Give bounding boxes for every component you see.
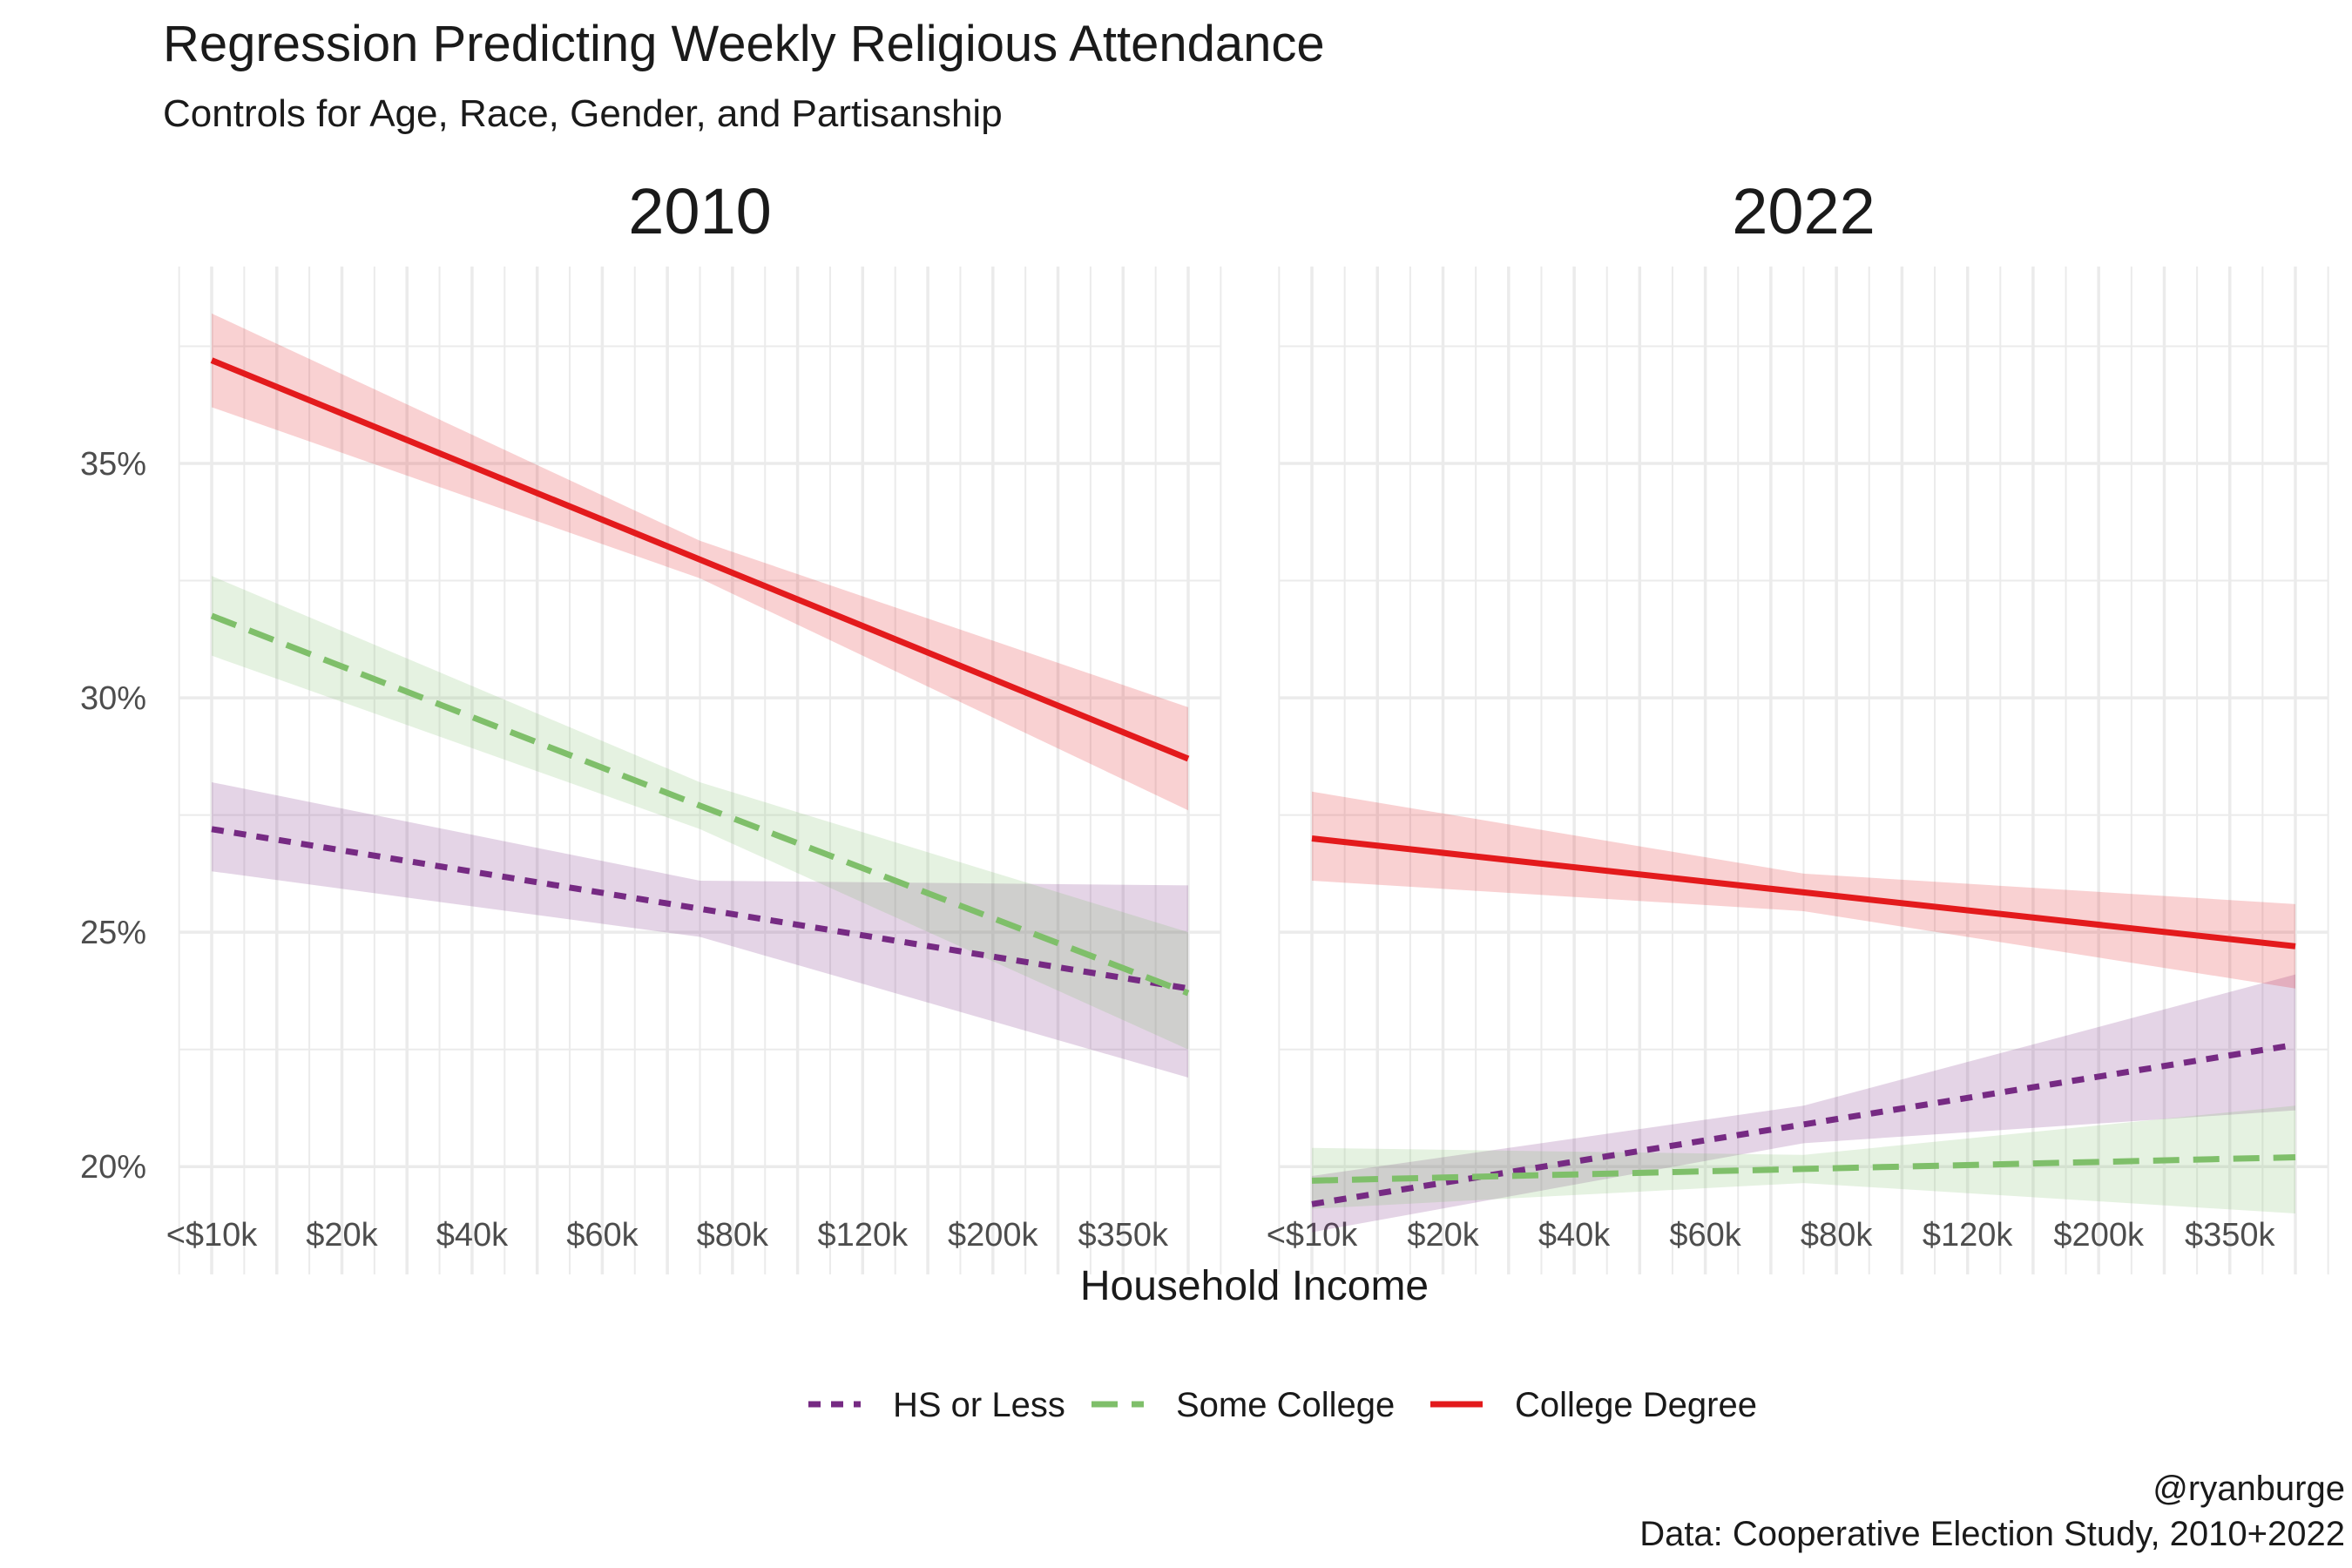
x-tick-label: $20k [1407, 1217, 1479, 1254]
caption-handle: @ryanburge [2153, 1470, 2345, 1508]
x-tick-label: $120k [818, 1217, 909, 1254]
x-tick-label: $200k [948, 1217, 1039, 1254]
x-tick-label: $350k [1078, 1217, 1169, 1254]
ci-ribbon-hs-or-less [1312, 974, 2295, 1233]
x-tick-label: $20k [306, 1217, 378, 1254]
x-tick-label: <$10k [166, 1217, 259, 1254]
y-tick-label: 30% [80, 680, 146, 717]
legend-item: HS or Less [808, 1386, 1065, 1424]
x-tick-label: $80k [1801, 1217, 1873, 1254]
chart-title: Regression Predicting Weekly Religious A… [163, 16, 1325, 72]
fit-line-college-degree [210, 357, 1190, 762]
x-tick-label: $60k [566, 1217, 639, 1254]
x-tick-label: $120k [1923, 1217, 2014, 1254]
panel-2010: 2010 <$10k $20k $40k $60k $80k $120k $200k $350k… [80, 175, 1222, 1274]
fit-line-hs-or-less [211, 826, 1189, 992]
caption-source: Data: Cooperative Election Study, 2010+2… [1639, 1515, 2345, 1553]
x-tick-label: $350k [2185, 1217, 2276, 1254]
x-tick-label: $200k [2053, 1217, 2145, 1254]
fit-line-some-college [1311, 1153, 2296, 1184]
y-tick-label: 20% [80, 1149, 146, 1186]
x-tick-label: $40k [436, 1217, 509, 1254]
legend-label: Some College [1176, 1386, 1395, 1424]
x-tick-label: $60k [1669, 1217, 1741, 1254]
facet-label: 2022 [1732, 175, 1876, 247]
legend-label: HS or Less [893, 1386, 1065, 1424]
ci-ribbon-hs-or-less [212, 781, 1188, 1078]
panel-2022: 2022 <$10k $20k $40k $60k $80k $120k $200k $350k [1267, 175, 2329, 1274]
chart-subtitle: Controls for Age, Race, Gender, and Part… [163, 92, 1003, 135]
legend-label: College Degree [1515, 1386, 1757, 1424]
fit-line-college-degree [1311, 835, 2296, 950]
y-tick-label: 25% [80, 915, 146, 951]
y-tick-label: 35% [80, 446, 146, 483]
legend-item: Some College [1092, 1386, 1395, 1424]
x-tick-label: $40k [1538, 1217, 1611, 1254]
x-tick-label: $80k [697, 1217, 769, 1254]
legend-item: College Degree [1430, 1386, 1757, 1424]
ci-ribbon-some-college [1312, 1105, 2295, 1214]
facet-label: 2010 [628, 175, 772, 247]
fit-line-some-college [210, 612, 1190, 997]
x-axis-title: Household Income [1080, 1263, 1429, 1309]
legend: HS or Less Some College College Degree [808, 1386, 1757, 1424]
ci-ribbon-some-college [212, 576, 1188, 1050]
x-tick-label: <$10k [1267, 1217, 1359, 1254]
